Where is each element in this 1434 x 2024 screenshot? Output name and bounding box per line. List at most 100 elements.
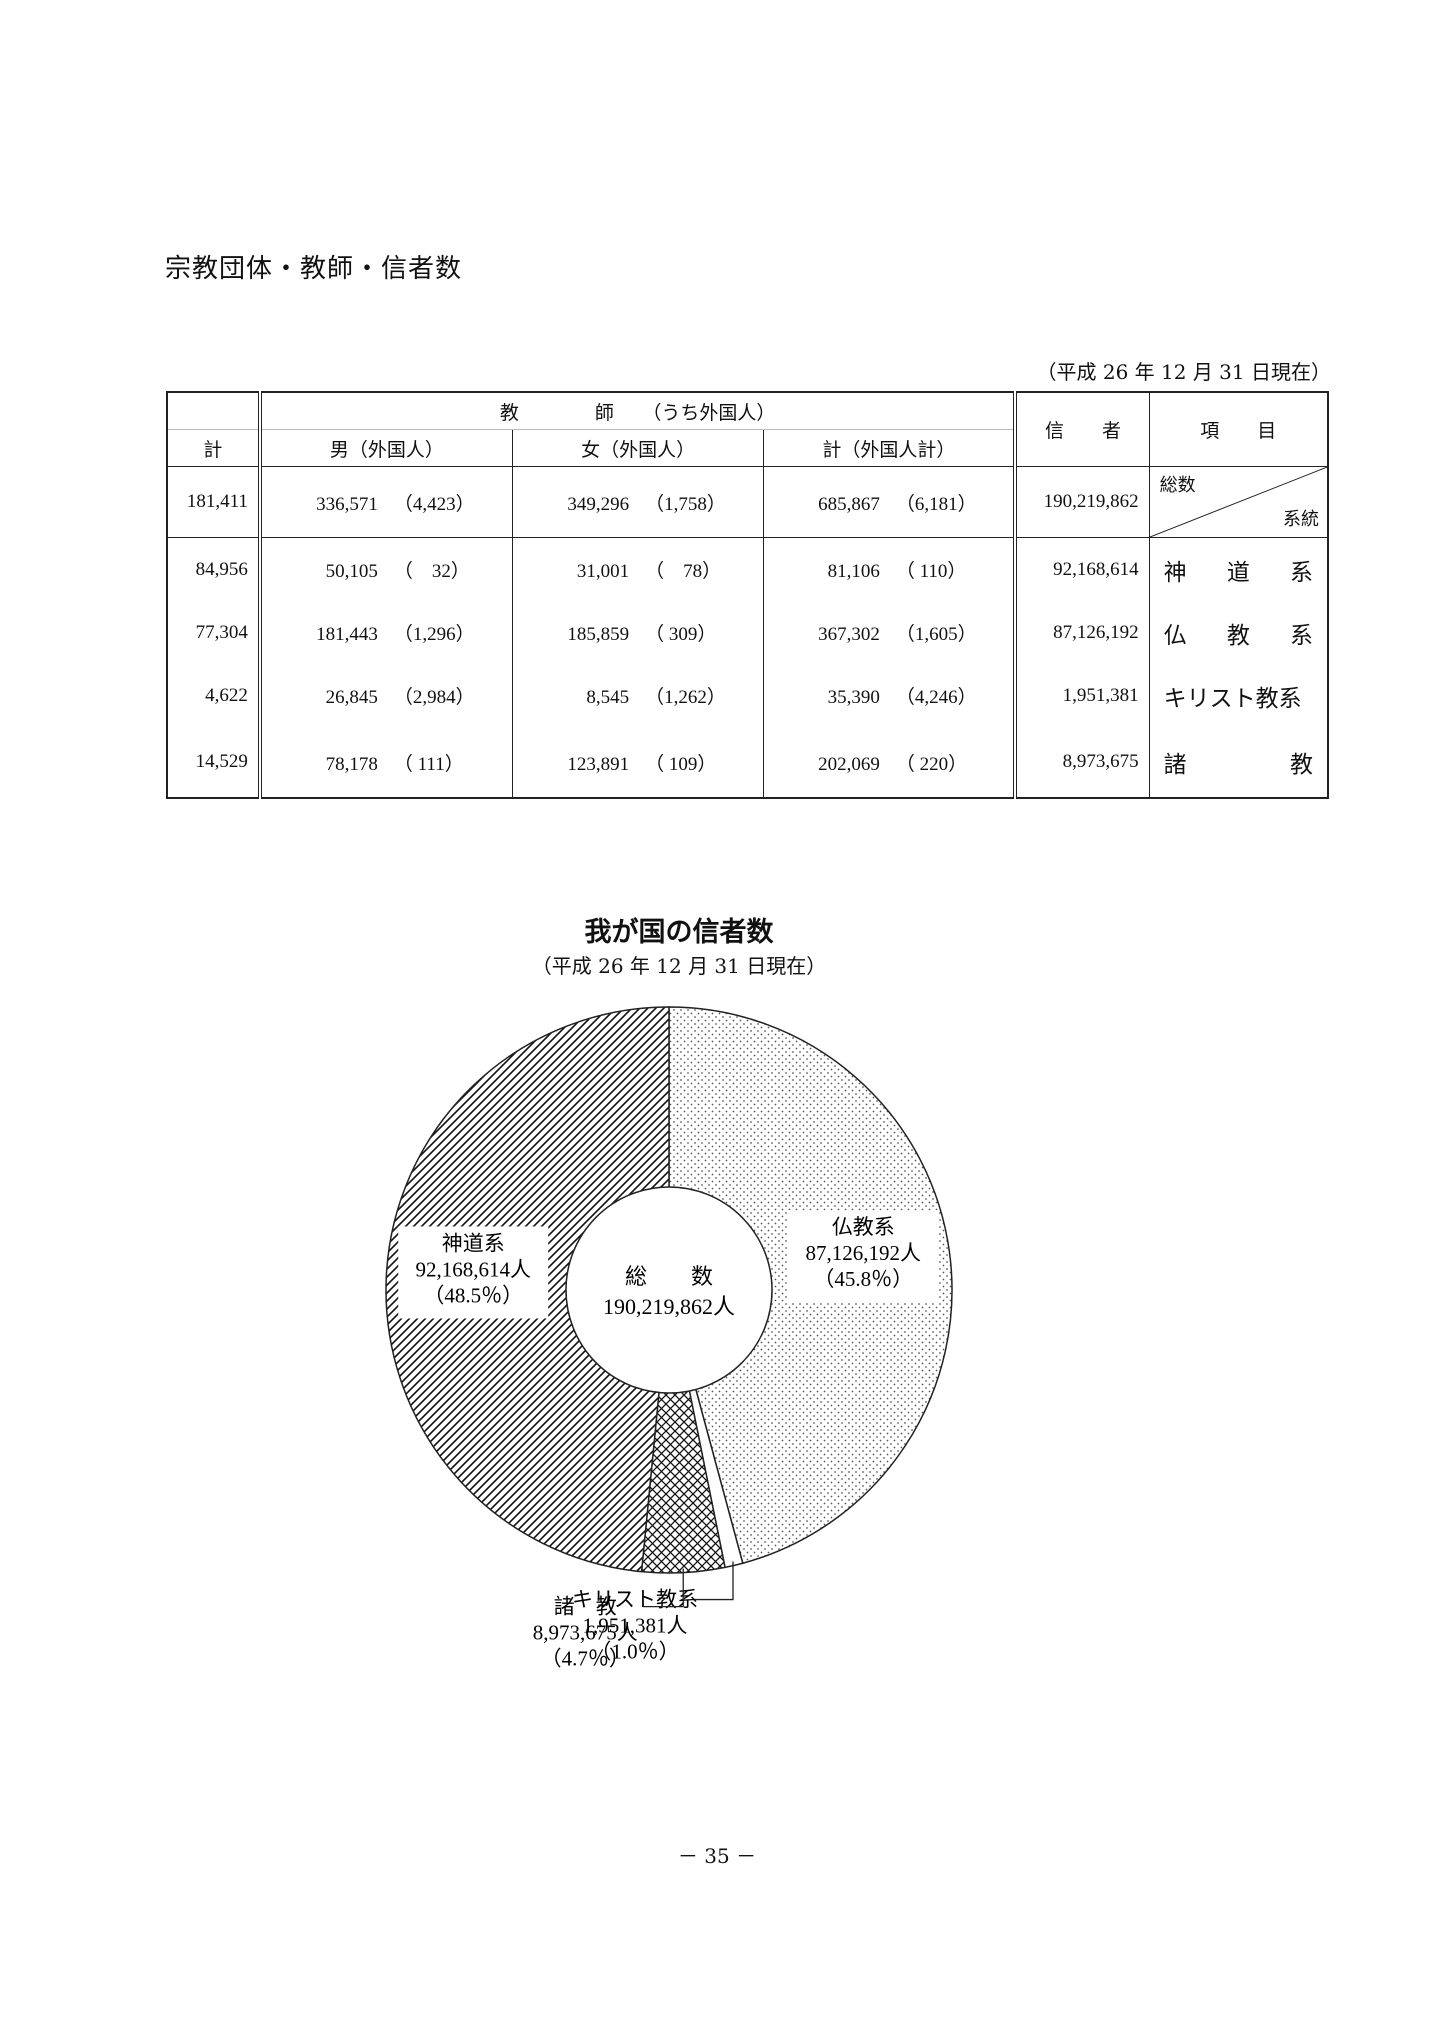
header-kyoshi-group: 教 師 （うち外国人） xyxy=(259,392,1018,430)
total-count: 367,302 xyxy=(818,624,880,645)
cell-male: 50,105 （ 32） xyxy=(259,537,513,601)
cell-male: 181,443 （1,296） xyxy=(259,601,513,664)
total-count: 35,390 xyxy=(827,687,880,708)
cell-female: 123,891 （ 109） xyxy=(511,727,765,798)
item-char: 神 xyxy=(1163,559,1187,585)
cell-total: 35,390 （4,246） xyxy=(763,664,1018,727)
cell-shinja: 87,126,192 xyxy=(1014,601,1150,664)
item-char: 教 xyxy=(1290,752,1313,777)
diagonal-label-total: 総数 xyxy=(1159,475,1196,495)
slice-label-line: 92,168,614人 xyxy=(415,1257,531,1281)
header-male: 男（外国人） xyxy=(259,429,513,467)
table-row-christianity: 4,622 26,845 （2,984） 8,545 （1,262） 35,390 （… xyxy=(166,664,1329,727)
female-foreign: （ 78） xyxy=(645,561,722,582)
female-count: 185,859 xyxy=(567,624,630,645)
header-kei: 計 xyxy=(166,429,262,467)
female-count: 123,891 xyxy=(567,753,630,775)
slice-label-line: キリスト教系 xyxy=(572,1588,698,1612)
slice-label-backdrop xyxy=(398,1226,549,1319)
slice-label-line: 87,126,192人 xyxy=(806,1241,922,1265)
header-shinja: 信 者 xyxy=(1014,392,1150,467)
cell-female: 8,545 （1,262） xyxy=(511,664,765,727)
table-row-buddhism: 77,304 181,443 （1,296） 185,859 （ 309） 367,… xyxy=(166,601,1329,664)
leader-line xyxy=(643,1568,684,1608)
female-foreign: （1,262） xyxy=(645,687,726,708)
item-char: 諸 xyxy=(1163,752,1187,777)
item-text: キリスト教系 xyxy=(1163,685,1302,711)
slice-label-line: 仏教系 xyxy=(832,1215,895,1239)
female-foreign: （ 109） xyxy=(645,753,717,775)
cell-item-christianity: キリスト教系 xyxy=(1148,664,1329,727)
slice-label-line: （48.5％） xyxy=(423,1283,523,1307)
male-foreign: （ 32） xyxy=(393,561,470,582)
female-count: 31,001 xyxy=(576,561,630,582)
female-foreign: （1,758） xyxy=(645,493,726,515)
header-blank xyxy=(166,392,262,430)
female-count: 349,296 xyxy=(567,493,630,515)
cell-diagonal-header: 総数 系統 xyxy=(1148,466,1329,538)
item-char: 系 xyxy=(1290,622,1313,648)
male-foreign: （ 111） xyxy=(393,753,464,775)
item-char: 教 xyxy=(1226,622,1250,648)
slice-label-line: 神道系 xyxy=(442,1231,505,1255)
cell-shinja: 1,951,381 xyxy=(1014,664,1150,727)
total-foreign: （4,246） xyxy=(895,687,977,708)
cell-kei: 4,622 xyxy=(166,664,262,727)
section-title: 宗教団体・教師・信者数 xyxy=(165,254,463,284)
total-foreign: （6,181） xyxy=(895,493,977,515)
center-label-total: 総 数 xyxy=(625,1265,713,1290)
total-foreign: （1,605） xyxy=(895,624,977,645)
center-label-value: 190,219,862人 xyxy=(603,1294,735,1319)
cell-female: 185,859 （ 309） xyxy=(511,601,765,664)
chart-subtitle: （平成 26 年 12 月 31 日現在） xyxy=(531,954,827,978)
item-char: 道 xyxy=(1226,559,1250,585)
as-of-date: （平成 26 年 12 月 31 日現在） xyxy=(1036,360,1332,384)
slice-label-line: （1.0％） xyxy=(590,1640,679,1664)
table-row-shinto: 84,956 50,105 （ 32） 31,001 （ 78） 81,106 （ 1… xyxy=(166,537,1329,601)
item-char: 仏 xyxy=(1163,622,1187,648)
cell-shinja: 8,973,675 xyxy=(1014,727,1150,798)
chart-title: 我が国の信者数 xyxy=(584,917,774,948)
female-count: 8,545 xyxy=(586,687,630,708)
cell-male: 78,178 （ 111） xyxy=(259,727,513,798)
table-row-others: 14,529 78,178 （ 111） 123,891 （ 109） 202,06… xyxy=(166,727,1329,798)
header-row-columns: 計 男（外国人） 女（外国人） 計（外国人計） xyxy=(166,429,1328,467)
slice-label-line: 8,973,675人 xyxy=(533,1621,638,1645)
male-foreign: （2,984） xyxy=(393,687,475,708)
cell-male: 336,571 （4,423） xyxy=(259,466,513,538)
slice-label-backdrop xyxy=(788,1210,939,1303)
total-count: 685,867 xyxy=(818,493,880,515)
male-count: 26,845 xyxy=(325,687,378,708)
cell-total: 202,069 （ 220） xyxy=(763,727,1018,798)
cell-item-buddhism: 仏教系 xyxy=(1148,601,1329,664)
male-foreign: （4,423） xyxy=(393,493,475,515)
slice-label-2: 諸 教8,973,675人（4.7％） xyxy=(533,1595,638,1671)
header-row-group: 教 師 （うち外国人） 信 者 項 目 xyxy=(166,392,1329,467)
cell-female: 31,001 （ 78） xyxy=(511,537,765,601)
total-count: 81,106 xyxy=(827,561,880,582)
slice-label-line: （45.8％） xyxy=(813,1267,913,1291)
cell-kei: 181,411 xyxy=(166,466,262,538)
header-female: 女（外国人） xyxy=(511,429,765,467)
cell-kei: 14,529 xyxy=(166,727,262,798)
male-count: 336,571 xyxy=(316,493,378,515)
cell-female: 349,296 （1,758） xyxy=(511,466,765,538)
slice-label-line: （4.7％） xyxy=(541,1647,630,1671)
female-foreign: （ 309） xyxy=(645,624,717,645)
cell-total: 367,302 （1,605） xyxy=(763,601,1018,664)
pie-center-hole xyxy=(565,1186,773,1394)
cell-item-shinto: 神道系 xyxy=(1148,537,1329,601)
male-foreign: （1,296） xyxy=(393,624,475,645)
total-foreign: （ 220） xyxy=(895,753,968,775)
slice-label-line: 1,951,381人 xyxy=(583,1614,688,1638)
cell-male: 26,845 （2,984） xyxy=(259,664,513,727)
total-count: 202,069 xyxy=(818,753,880,775)
statistics-table: 教 師 （うち外国人） 信 者 項 目 計 男（外国人） 女（外国人） 計（外国… xyxy=(166,391,1329,799)
diagonal-label-lineage: 系統 xyxy=(1283,509,1319,529)
cell-total: 81,106 （ 110） xyxy=(763,537,1018,601)
slice-label-line: 諸 教 xyxy=(554,1595,617,1619)
